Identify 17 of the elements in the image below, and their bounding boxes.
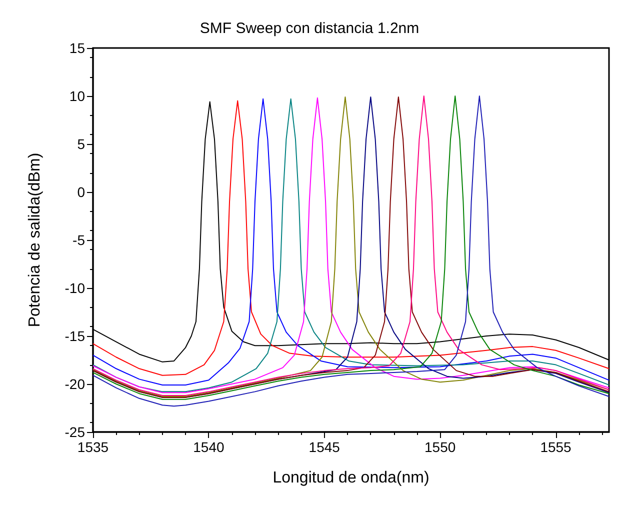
y-tick-label: -10: [64, 280, 86, 296]
y-tick-label: 10: [69, 88, 86, 104]
y-tick-label: -25: [64, 424, 86, 440]
y-tick-label: -5: [72, 232, 86, 248]
x-axis-title: Longitud de onda(nm): [272, 470, 430, 486]
chart-title: SMF Sweep con distancia 1.2nm: [200, 20, 420, 37]
x-tick-label: 1540: [193, 439, 224, 455]
x-tick-label: 1550: [424, 439, 456, 455]
x-tick-label: 1535: [77, 439, 109, 455]
y-axis-title: Potencia de salida(dBm): [26, 152, 44, 328]
y-tick-label: -15: [64, 328, 86, 344]
y-tick-label: 15: [69, 40, 86, 56]
y-tick-label: -20: [64, 376, 86, 392]
x-tick-label: 1555: [540, 439, 572, 455]
x-tick-label: 1545: [308, 439, 340, 455]
y-tick-label: 5: [77, 136, 86, 152]
y-tick-label: 0: [77, 184, 86, 200]
